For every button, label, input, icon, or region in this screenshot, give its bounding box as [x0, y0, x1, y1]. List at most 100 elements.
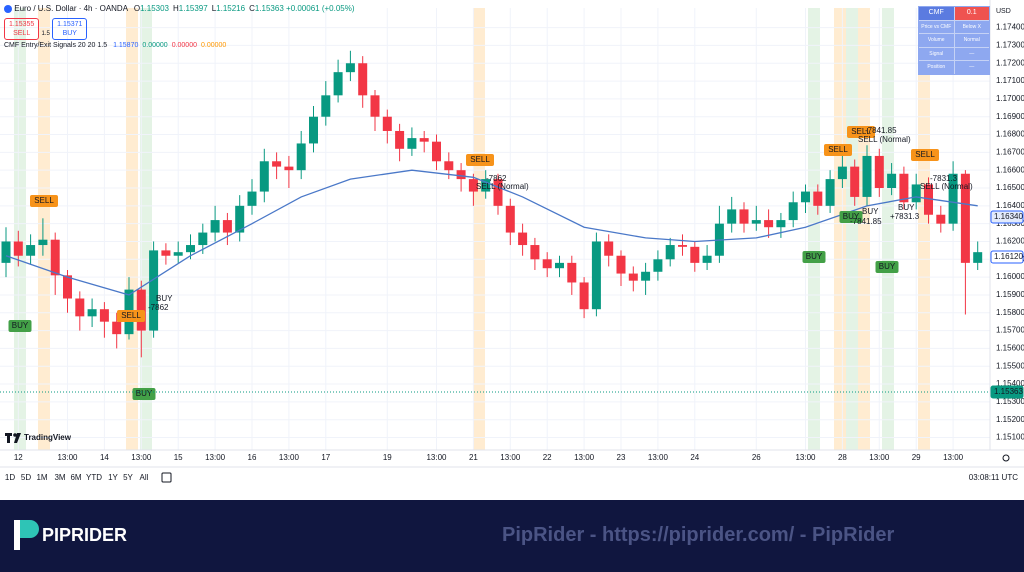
trade-buttons: 1.15355 SELL 1.5 1.15371 BUY [4, 18, 88, 40]
change: +0.00061 (+0.05%) [286, 4, 355, 13]
y-tick-label: 1.17300 [996, 41, 1024, 50]
candle-body [973, 252, 983, 263]
signal-badge-label: SELL [828, 145, 848, 154]
candle-body [542, 259, 552, 269]
candle-body [321, 95, 331, 117]
ohlc-value: 1.15363 [254, 4, 284, 13]
candle-body [899, 173, 909, 203]
signal-badge [875, 261, 899, 273]
table-cell: — [954, 47, 989, 60]
signal-badge [132, 388, 156, 400]
watermark-icon [13, 433, 17, 437]
x-tick-label: 14 [100, 453, 109, 462]
candle-body [370, 95, 380, 117]
candle-body [63, 275, 72, 299]
y-tick-label: 1.15600 [996, 344, 1024, 353]
signal-badge-label: BUY [806, 252, 823, 261]
x-tick-label: 22 [543, 453, 552, 462]
y-tick-label: 1.16200 [996, 237, 1024, 246]
range-button[interactable]: 5Y [123, 473, 133, 482]
candle-body [222, 220, 232, 233]
candle-body [530, 245, 540, 260]
signal-badge [839, 211, 863, 223]
range-button[interactable]: 1D [5, 473, 15, 482]
signal-note: SELL (Normal) [920, 182, 973, 191]
price-tag [990, 210, 1024, 224]
x-tick-label: 29 [912, 453, 921, 462]
logo-text: PIPRIDER [42, 525, 128, 545]
signal-badge [911, 149, 939, 161]
table-cell: 0.1 [954, 7, 989, 20]
candle-body [788, 202, 798, 221]
y-tick-label: 1.15700 [996, 326, 1024, 335]
candle-body [284, 166, 294, 171]
range-button[interactable]: 1Y [108, 473, 118, 482]
y-tick-label: 1.15300 [996, 397, 1024, 406]
watermark-text: PipRider - https://piprider.com/ - PipRi… [502, 524, 895, 546]
range-button[interactable]: All [140, 473, 149, 482]
candle-body [739, 209, 749, 224]
calendar-icon [161, 472, 172, 483]
x-tick-label: 13:00 [131, 453, 152, 462]
candle-body [210, 220, 220, 233]
symbol[interactable]: Euro / U.S. Dollar · 4h · OANDA [14, 4, 128, 13]
range-button[interactable]: 5D [21, 473, 31, 482]
y-tick-label: 1.16800 [996, 130, 1024, 139]
signal-badge-label: BUY [843, 212, 860, 221]
table-cell: Normal [954, 34, 989, 47]
range-button[interactable]: 1M [36, 473, 47, 482]
watermark-icon [7, 433, 10, 443]
candle-body [555, 262, 564, 269]
banner: PIPRIDER PipRider - https://piprider.com… [0, 500, 1024, 572]
indicator[interactable]: CMF Entry/Exit Signals 20 20 1.5 [4, 42, 108, 49]
x-tick-label: 13:00 [500, 453, 521, 462]
y-tick-label: 1.16700 [996, 147, 1024, 156]
currency: USD [996, 8, 1011, 15]
range-button[interactable]: YTD [86, 473, 102, 482]
signal-badge-label: SELL [121, 311, 141, 320]
candle-body [653, 259, 663, 272]
signal-note: BUY [156, 294, 173, 303]
candle-body [112, 321, 122, 335]
x-tick-label: 13:00 [648, 453, 669, 462]
range-button[interactable]: 3M [54, 473, 65, 482]
signal-band [834, 8, 846, 450]
candle-body [75, 298, 85, 317]
table-cell: Position [919, 61, 954, 74]
candle-body [444, 161, 454, 171]
x-tick-label: 13:00 [795, 453, 816, 462]
range-button[interactable]: 6M [70, 473, 81, 482]
signal-badge-label: BUY [136, 389, 153, 398]
signal-note: -7841.85 [850, 217, 882, 226]
signal-badge-label: SELL [34, 196, 54, 205]
signal-badge [802, 251, 826, 263]
sell-button[interactable]: 1.15355 SELL [4, 18, 40, 40]
x-tick-label: 21 [469, 453, 478, 462]
y-tick-label: 1.15100 [996, 433, 1024, 442]
candle-body [493, 179, 503, 206]
x-tick-label: 13:00 [943, 453, 964, 462]
x-tick-label: 15 [174, 453, 183, 462]
candle-body [235, 205, 245, 233]
candle-body [924, 184, 933, 215]
candle-body [1, 241, 11, 263]
y-tick-label: 1.15200 [996, 415, 1024, 424]
signal-note: -7841.85 [865, 126, 897, 135]
y-tick-label: 1.16500 [996, 183, 1024, 192]
watermark: TradingView [24, 433, 72, 442]
candle-body [87, 309, 97, 317]
symbol-icon [4, 4, 12, 13]
candle-body [751, 220, 761, 224]
signal-badge [847, 126, 875, 138]
candle-body [50, 239, 60, 276]
signal-band [473, 8, 485, 450]
x-tick-label: 13:00 [426, 453, 447, 462]
x-tick-label: 13:00 [279, 453, 300, 462]
signal-badge [117, 310, 145, 322]
table-cell: — [954, 61, 989, 74]
buy-button[interactable]: 1.15371 BUY [52, 18, 88, 40]
indicator-value: 0.00000 [171, 42, 197, 49]
signal-badge-label: SELL [470, 155, 490, 164]
candle-body [604, 241, 614, 256]
